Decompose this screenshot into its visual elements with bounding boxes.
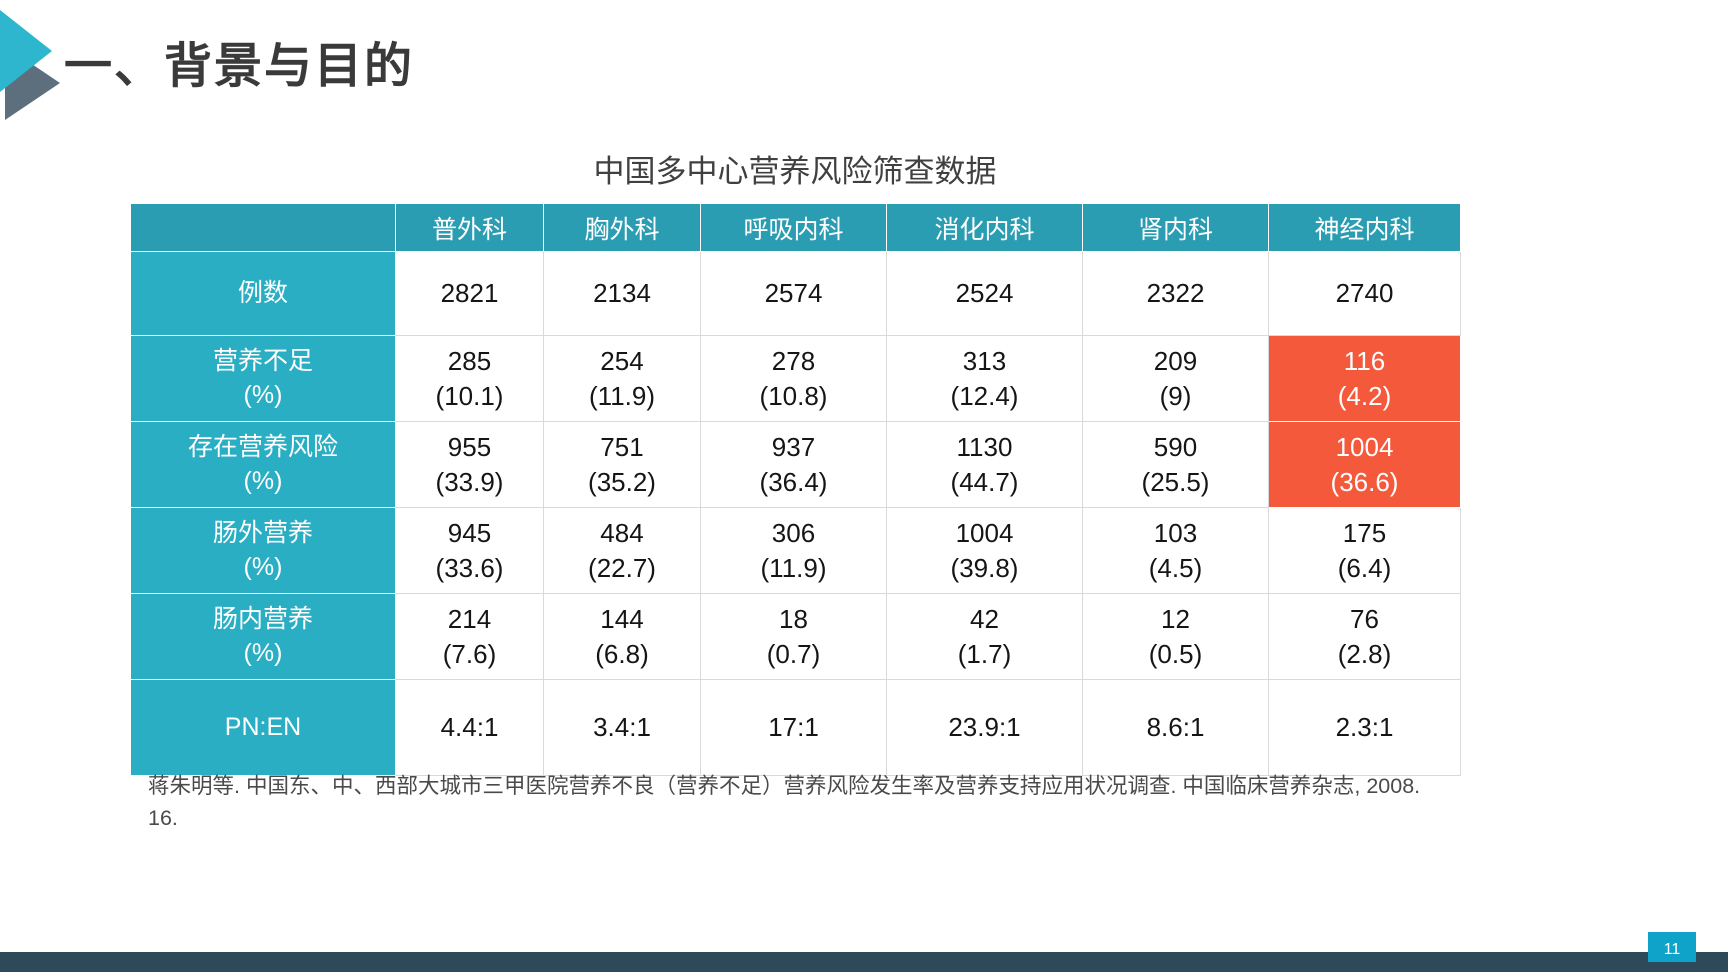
table-cell: 144 (6.8) (543, 593, 701, 680)
table-cell: 175 (6.4) (1268, 507, 1461, 594)
table-cell: 937 (36.4) (700, 421, 887, 508)
table-cell-highlighted: 1004 (36.6) (1268, 421, 1461, 508)
row-label: 例数 (130, 251, 396, 336)
table-cell: 8.6:1 (1082, 679, 1269, 776)
page-number-badge: 11 (1648, 932, 1696, 962)
table-cell: 751 (35.2) (543, 421, 701, 508)
table-row: 例数 2821 2134 2574 2524 2322 2740 (130, 251, 1461, 336)
header-row: 普外科 胸外科 呼吸内科 消化内科 肾内科 神经内科 (130, 203, 1461, 252)
table-cell: 209 (9) (1082, 335, 1269, 422)
table-cell: 254 (11.9) (543, 335, 701, 422)
data-table: 普外科 胸外科 呼吸内科 消化内科 肾内科 神经内科 例数 2821 2134 … (130, 203, 1461, 776)
table-row: 肠内营养 (%) 214 (7.6) 144 (6.8) 18 (0.7) 42 (1.7… (130, 593, 1461, 680)
row-label: 肠内营养 (%) (130, 593, 396, 680)
table-cell: 306 (11.9) (700, 507, 887, 594)
row-label: 营养不足 (%) (130, 335, 396, 422)
row-label: 肠外营养 (%) (130, 507, 396, 594)
table-cell: 23.9:1 (886, 679, 1083, 776)
table-row: 营养不足 (%) 285 (10.1) 254 (11.9) 278 (10.8) 31… (130, 335, 1461, 422)
table-cell: 945 (33.6) (395, 507, 544, 594)
table-title: 中国多中心营养风险筛查数据 (593, 154, 997, 189)
table-cell: 3.4:1 (543, 679, 701, 776)
table-row: 肠外营养 (%) 945 (33.6) 484 (22.7) 306 (11.9) 10… (130, 507, 1461, 594)
table-row: PN:EN 4.4:1 3.4:1 17:1 23.9:1 8.6:1 2.3:… (130, 679, 1461, 776)
header-cell: 呼吸内科 (700, 203, 887, 252)
table-row: 存在营养风险 (%) 955 (33.9) 751 (35.2) 937 (36.4) … (130, 421, 1461, 508)
header-cell: 胸外科 (543, 203, 701, 252)
table-cell-highlighted: 116 (4.2) (1268, 335, 1461, 422)
table-cell: 76 (2.8) (1268, 593, 1461, 680)
header-cell: 肾内科 (1082, 203, 1269, 252)
table-cell: 285 (10.1) (395, 335, 544, 422)
table-cell: 484 (22.7) (543, 507, 701, 594)
table-cell: 2740 (1268, 251, 1461, 336)
data-table-container: 普外科 胸外科 呼吸内科 消化内科 肾内科 神经内科 例数 2821 2134 … (130, 203, 1461, 776)
table-cell: 1004 (39.8) (886, 507, 1083, 594)
header-cell: 神经内科 (1268, 203, 1461, 252)
table-cell: 955 (33.9) (395, 421, 544, 508)
table-cell: 18 (0.7) (700, 593, 887, 680)
citation-text: 蒋朱明等. 中国东、中、西部大城市三甲医院营养不良（营养不足）营养风险发生率及营… (148, 774, 1421, 831)
table-cell: 42 (1.7) (886, 593, 1083, 680)
page-title: 一、背景与目的 (64, 40, 415, 93)
title-accent-decoration (0, 0, 80, 140)
table-cell: 214 (7.6) (395, 593, 544, 680)
table-cell: 2524 (886, 251, 1083, 336)
table-cell: 4.4:1 (395, 679, 544, 776)
header-blank-cell (130, 203, 396, 252)
table-cell: 17:1 (700, 679, 887, 776)
table-cell: 2.3:1 (1268, 679, 1461, 776)
table-cell: 1130 (44.7) (886, 421, 1083, 508)
header-cell: 普外科 (395, 203, 544, 252)
row-label: 存在营养风险 (%) (130, 421, 396, 508)
table-cell: 103 (4.5) (1082, 507, 1269, 594)
table-cell: 2322 (1082, 251, 1269, 336)
header-cell: 消化内科 (886, 203, 1083, 252)
table-cell: 313 (12.4) (886, 335, 1083, 422)
table-cell: 278 (10.8) (700, 335, 887, 422)
footer-bar (0, 952, 1728, 972)
table-cell: 590 (25.5) (1082, 421, 1269, 508)
table-cell: 2574 (700, 251, 887, 336)
table-cell: 2134 (543, 251, 701, 336)
row-label: PN:EN (130, 679, 396, 776)
table-cell: 2821 (395, 251, 544, 336)
table-cell: 12 (0.5) (1082, 593, 1269, 680)
